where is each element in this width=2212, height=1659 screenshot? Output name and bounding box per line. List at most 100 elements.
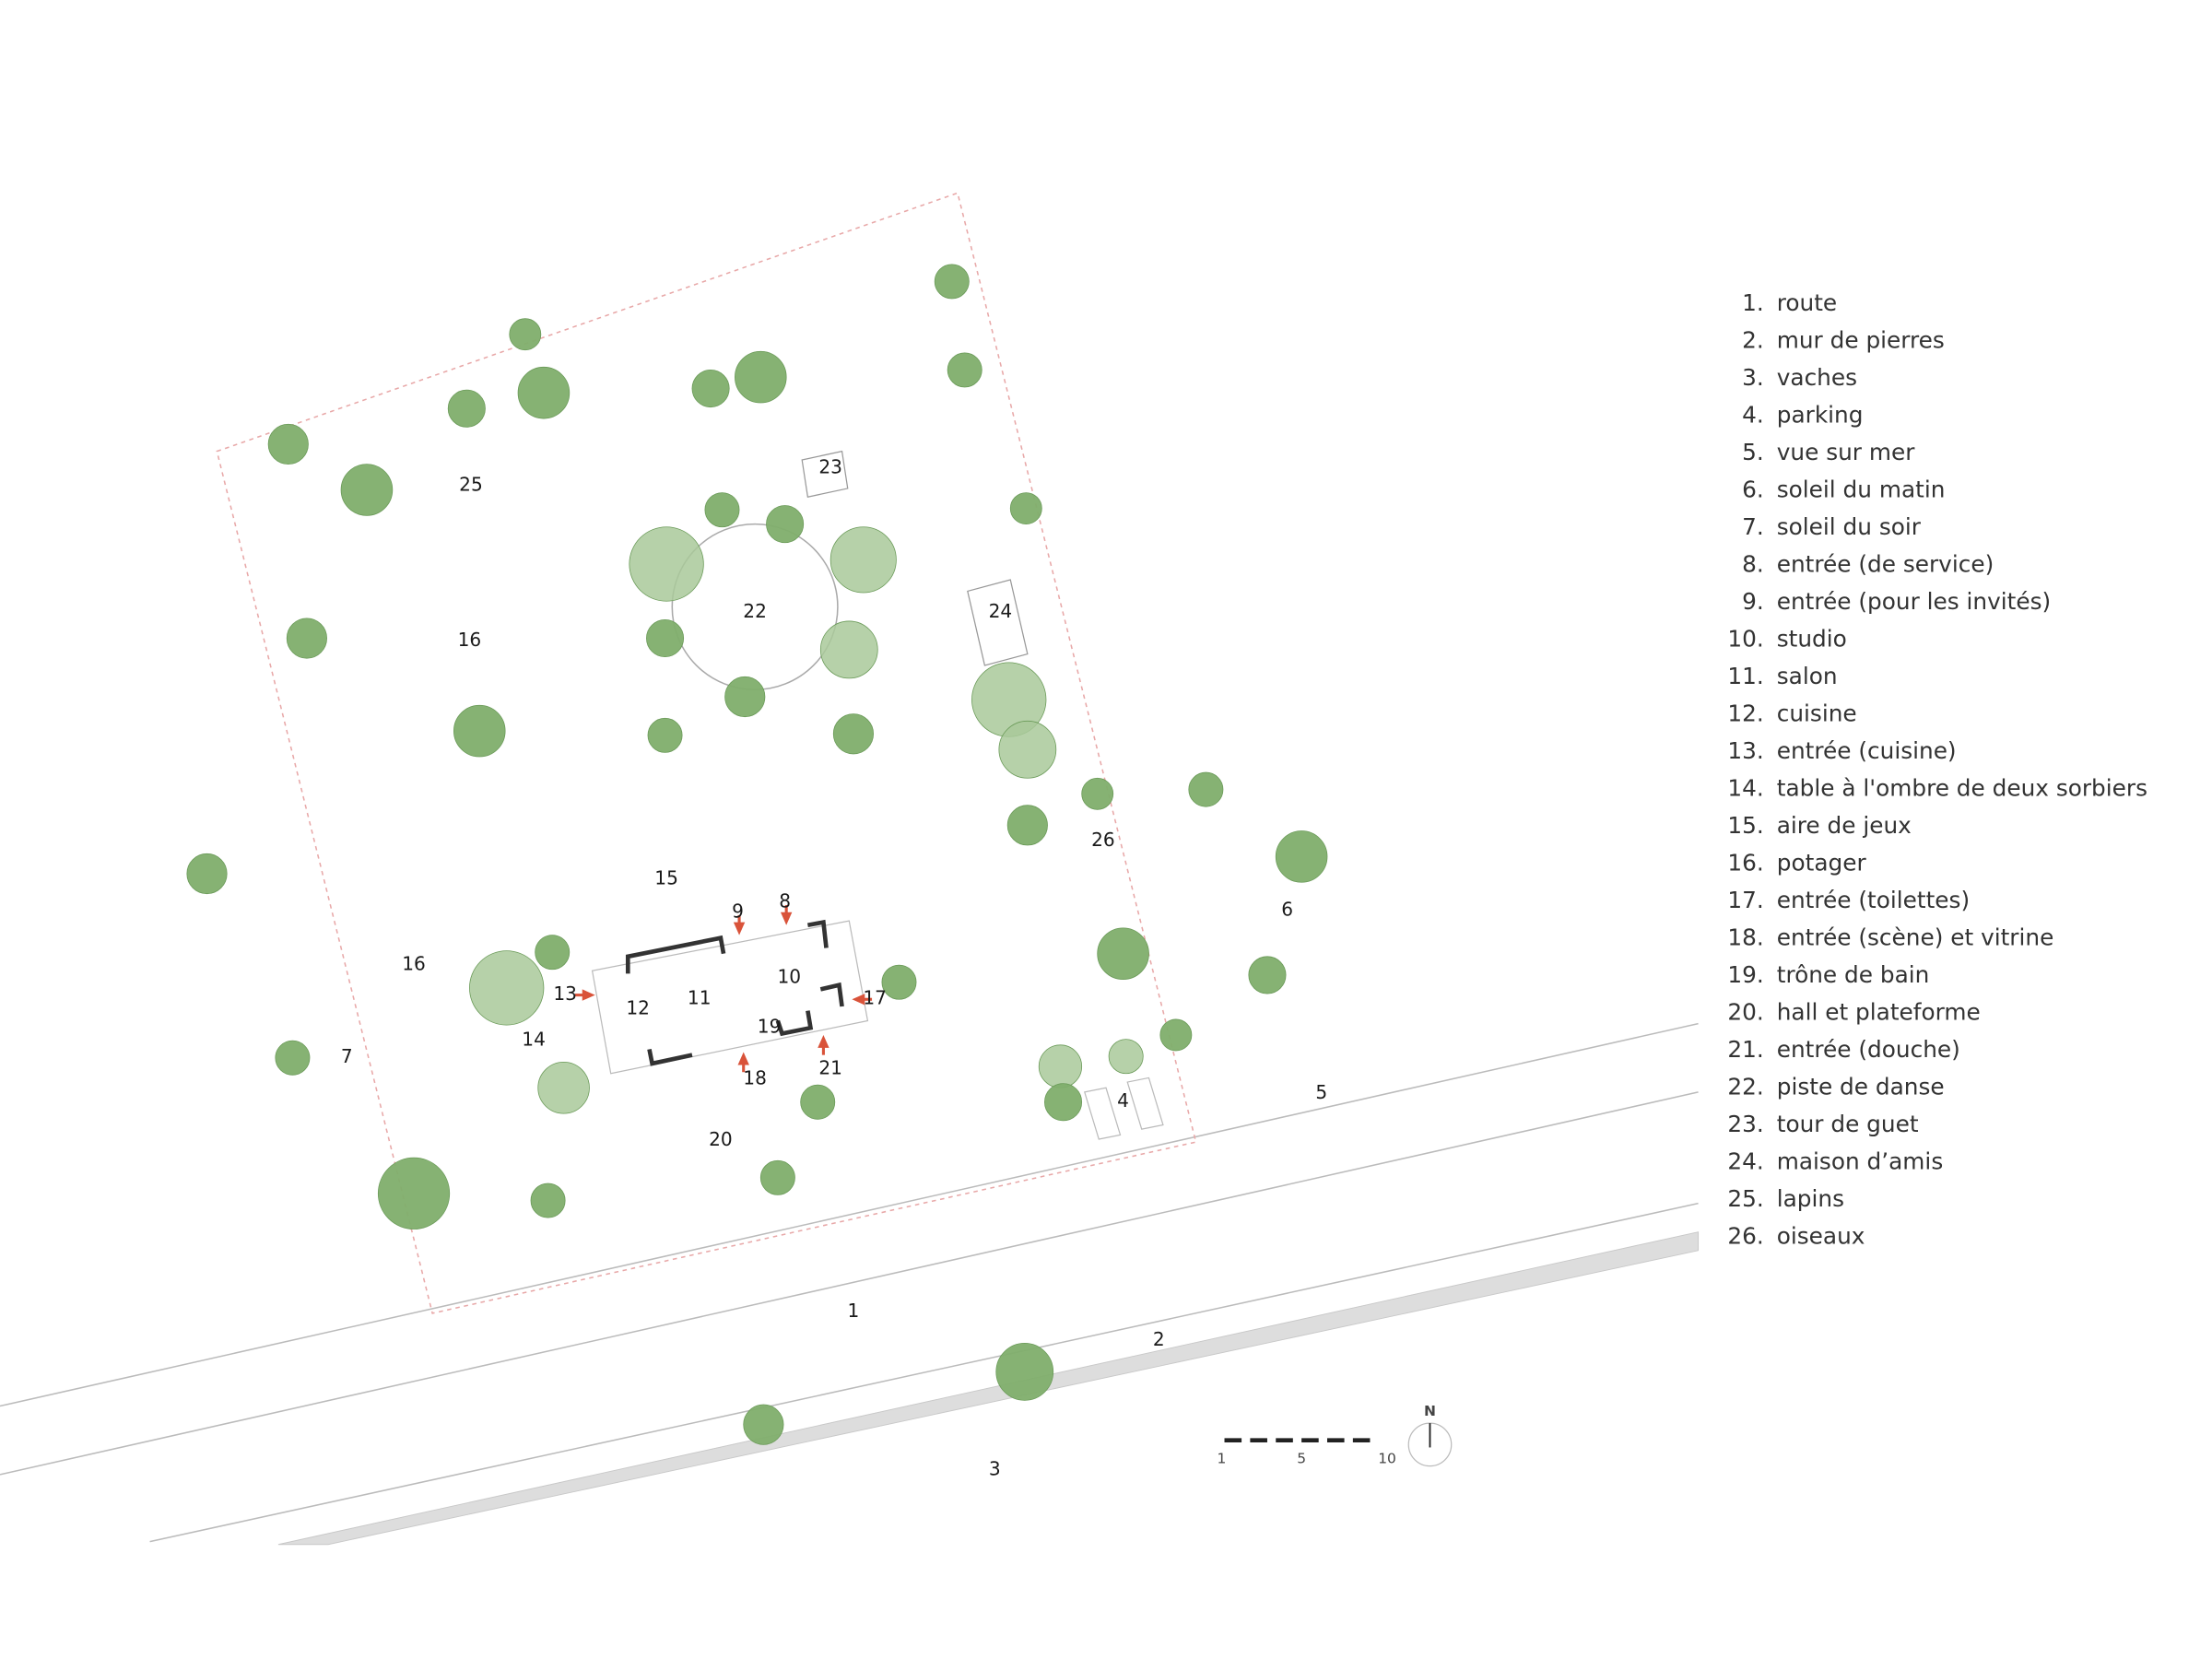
- plan-label: 9: [732, 900, 744, 922]
- tree: [1038, 1044, 1083, 1088]
- legend-text: soleil du matin: [1777, 477, 1946, 503]
- legend-text: parking: [1777, 402, 1864, 429]
- legend-number: 2.: [1742, 327, 1764, 354]
- tree: [1044, 1083, 1083, 1122]
- north-label: N: [1424, 1403, 1436, 1419]
- plan-label: 19: [758, 1016, 782, 1038]
- legend-text: oiseaux: [1777, 1222, 1865, 1249]
- legend-text: entrée (cuisine): [1777, 737, 1957, 764]
- tree: [832, 713, 874, 755]
- legend-number: 1.: [1742, 289, 1764, 316]
- legend-text: route: [1777, 289, 1837, 316]
- tree: [453, 704, 506, 758]
- road-edge: [0, 1022, 1699, 1407]
- tree: [186, 853, 228, 895]
- legend-number: 17.: [1727, 887, 1763, 913]
- entry-arrow: [733, 922, 746, 935]
- house-wall: [775, 1010, 814, 1037]
- tree: [766, 505, 805, 544]
- legend-text: entrée (toilettes): [1777, 887, 1970, 913]
- tree: [934, 264, 970, 300]
- tree: [881, 964, 917, 1000]
- plan-label: 26: [1091, 829, 1115, 851]
- tree: [1006, 805, 1048, 846]
- legend-text: entrée (douche): [1777, 1036, 1960, 1063]
- plan-label: 22: [743, 600, 767, 622]
- ground-layer: [0, 192, 1700, 1546]
- tree: [537, 1062, 590, 1114]
- scale-label: 1: [1217, 1450, 1226, 1466]
- plan-label: 1: [848, 1300, 860, 1322]
- legend-number: 23.: [1727, 1111, 1763, 1137]
- plan-label: 7: [341, 1045, 353, 1067]
- legend-number: 26.: [1727, 1222, 1763, 1249]
- legend-number: 22.: [1727, 1073, 1763, 1100]
- tree: [377, 1157, 451, 1230]
- legend-text: soleil du soir: [1777, 513, 1922, 540]
- house-wall: [819, 982, 844, 1007]
- parking-space: [1083, 1087, 1122, 1140]
- plan-label: 8: [779, 889, 791, 912]
- legend-number: 7.: [1742, 513, 1764, 540]
- legend-number: 9.: [1742, 588, 1764, 615]
- road-edge: [0, 1091, 1699, 1476]
- scale-label: 10: [1378, 1450, 1396, 1466]
- tree: [340, 464, 394, 516]
- watch-tower: [801, 450, 849, 498]
- legend-number: 24.: [1727, 1147, 1763, 1174]
- plan-label: 13: [553, 982, 577, 1005]
- tree: [995, 1343, 1054, 1401]
- property-boundary: [216, 192, 1197, 1314]
- tree: [509, 318, 542, 351]
- entry-arrow: [582, 989, 595, 1001]
- legend-text: aire de jeux: [1777, 812, 1912, 839]
- plan-label: 3: [989, 1458, 1001, 1480]
- plan-label: 17: [863, 987, 887, 1009]
- legend-text: tour de guet: [1777, 1111, 1919, 1137]
- legend: 1. route 2. mur de pierres 3. vaches 4. parking…: [1727, 289, 2147, 1249]
- entry-arrow: [818, 1034, 830, 1048]
- scale-bar: 1 5 10 N: [1217, 1403, 1453, 1466]
- legend-number: 25.: [1727, 1185, 1763, 1212]
- plan-label: 11: [688, 987, 712, 1009]
- plan-label: 18: [743, 1066, 767, 1088]
- entry-arrow: [737, 1052, 749, 1065]
- scale-label: 5: [1297, 1450, 1306, 1466]
- plan-label: 5: [1315, 1081, 1327, 1103]
- plan-label: 6: [1281, 899, 1293, 921]
- legend-text: hall et plateforme: [1777, 999, 1981, 1026]
- tree: [1188, 771, 1224, 807]
- plan-label: 12: [626, 997, 650, 1019]
- legend-text: studio: [1777, 626, 1847, 653]
- house-wall: [625, 935, 726, 974]
- plan-label: 14: [522, 1029, 546, 1051]
- tree: [735, 350, 787, 404]
- legend-number: 15.: [1727, 812, 1763, 839]
- tree: [947, 352, 982, 388]
- tree: [629, 526, 704, 602]
- tree: [743, 1404, 784, 1445]
- legend-number: 13.: [1727, 737, 1763, 764]
- plan-label: 23: [818, 456, 842, 478]
- legend-text: potager: [1777, 850, 1867, 877]
- entry-arrows: [575, 905, 873, 1073]
- plan-label: 15: [654, 867, 678, 889]
- tree: [469, 950, 545, 1026]
- legend-number: 8.: [1742, 551, 1764, 578]
- tree: [1159, 1018, 1193, 1052]
- trees: [186, 264, 1328, 1445]
- tree: [819, 620, 878, 679]
- tree: [267, 423, 309, 465]
- guest-house: [967, 579, 1029, 666]
- tree: [998, 720, 1057, 779]
- plan-label: 4: [1117, 1089, 1129, 1112]
- tree: [1108, 1039, 1144, 1075]
- legend-text: vue sur mer: [1777, 439, 1915, 465]
- legend-number: 6.: [1742, 477, 1764, 503]
- plan-label: 25: [459, 473, 483, 495]
- tree: [704, 492, 740, 528]
- house-wall: [647, 1048, 693, 1066]
- tree: [275, 1040, 311, 1076]
